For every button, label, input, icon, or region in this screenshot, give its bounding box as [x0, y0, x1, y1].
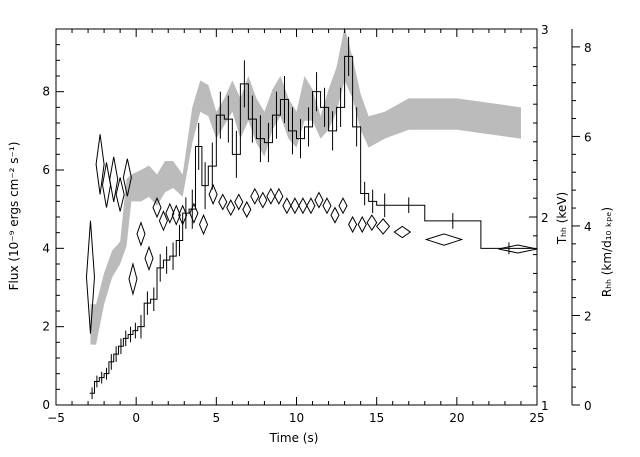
temperature-diamond [250, 187, 260, 205]
temperature-diamond [178, 204, 188, 226]
temperature-diamond [357, 215, 367, 234]
temperature-diamond [152, 196, 162, 219]
y-left-axis-title: Flux (10⁻⁹ ergs cm⁻² s⁻¹) [7, 142, 21, 291]
x-tick-label: 0 [132, 411, 140, 425]
temperature-diamond [158, 210, 168, 232]
x-tick-label: 20 [449, 411, 464, 425]
rb-tick-label: 0 [584, 399, 592, 413]
rb-tick-label: 2 [584, 309, 592, 323]
temperature-diamond [348, 215, 358, 234]
temperature-diamond [498, 244, 538, 254]
temperature-diamond [366, 214, 378, 232]
x-tick-label: −5 [47, 411, 65, 425]
temperature-diamond [393, 225, 412, 239]
temperature-diamond [258, 191, 268, 209]
radius-band-area [90, 26, 521, 345]
temperature-diamond [85, 220, 95, 334]
x-tick-label: 25 [529, 411, 544, 425]
temperature-diamond [208, 183, 218, 206]
temperature-diamond [338, 197, 348, 215]
temperature-diamond [234, 193, 244, 211]
temperature-diamond [266, 187, 276, 205]
y-left-tick-label: 0 [42, 398, 50, 412]
temperature-diamond [242, 200, 252, 219]
y-left-tick-label: 4 [42, 241, 50, 255]
x-tick-label: 10 [289, 411, 304, 425]
y-left-tick-label: 8 [42, 85, 50, 99]
tb-tick-label: 1 [541, 399, 549, 413]
x-tick-label: 15 [369, 411, 384, 425]
temperature-diamond [424, 233, 464, 246]
plot-frame [55, 28, 573, 406]
temperature-diamond [330, 206, 340, 224]
temperature-diamond [122, 158, 132, 197]
temperature-diamond [306, 197, 316, 215]
temperature-diamond [218, 193, 228, 211]
temperature-diamond [189, 202, 199, 224]
temperature-diamond [290, 197, 300, 215]
temperature-diamond [322, 197, 332, 215]
tb-tick-label: 3 [541, 23, 549, 37]
rb-tick-label: 4 [584, 220, 592, 234]
y-right-outer-axis-title: Rₕₕ (km/d₁₀ ₖₚₑ) [600, 207, 614, 297]
y-left-tick-label: 2 [42, 320, 50, 334]
temperature-diamond [274, 187, 284, 205]
temperature-diamond [314, 191, 324, 209]
temperature-diamond [226, 199, 236, 217]
temperature-diamond [282, 197, 292, 215]
rb-tick-label: 8 [584, 41, 592, 55]
x-tick-label: 5 [213, 411, 221, 425]
y-left-tick-label: 6 [42, 163, 50, 177]
temperature-diamond [115, 177, 125, 212]
flux-histogram [89, 36, 537, 400]
temperature-diamond [376, 218, 391, 235]
temperature-diamond [101, 162, 112, 208]
temperature-diamond [298, 197, 308, 215]
radius-band [90, 26, 521, 345]
temperature-diamond [128, 262, 138, 297]
temperature-diamonds [85, 134, 538, 334]
rb-tick-label: 6 [584, 130, 592, 144]
temperature-diamond [109, 156, 119, 203]
temperature-diamond [136, 221, 146, 247]
temperature-diamond [144, 245, 154, 272]
temperature-diamond [165, 202, 175, 224]
temperature-diamond [95, 134, 105, 195]
flux-histogram-line [89, 55, 537, 394]
y-right-inner-axis-title: Tₕₕ (keV) [555, 192, 569, 245]
tb-tick-label: 2 [541, 211, 549, 225]
x-axis-title: Time (s) [269, 431, 319, 445]
temperature-diamond [198, 213, 209, 236]
temperature-diamond [171, 204, 181, 226]
